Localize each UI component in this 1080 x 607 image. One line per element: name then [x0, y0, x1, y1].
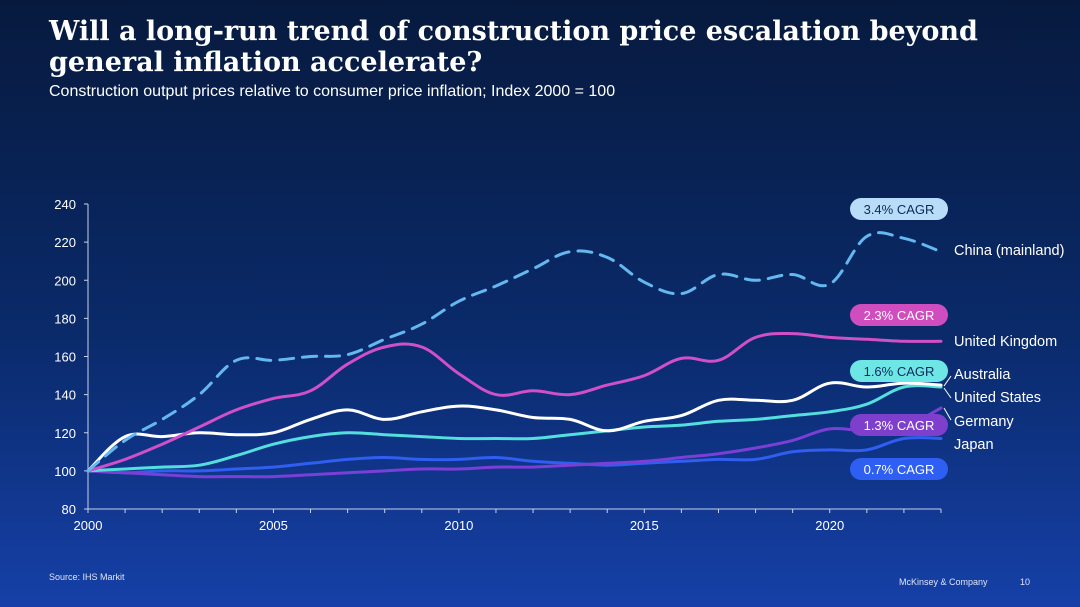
cagr-badge — [850, 360, 948, 382]
cagr-badge-label: 0.7% CAGR — [864, 462, 935, 477]
x-tick-label: 2005 — [259, 518, 288, 533]
series-line-australia — [86, 381, 943, 473]
cagr-badge-label: 2.3% CAGR — [864, 308, 935, 323]
cagr-badge — [850, 304, 948, 326]
chart-axes: 80 100 120 140 160 180 200 220 240 2000 2005 2010 20… — [54, 197, 942, 533]
x-tick-label: 2020 — [815, 518, 844, 533]
x-tick-label: 2000 — [74, 518, 103, 533]
series-label: China (mainland) — [954, 243, 1064, 259]
series-label: United Kingdom — [954, 334, 1057, 350]
y-tick-label: 180 — [54, 311, 76, 326]
label-leader-line — [943, 375, 952, 387]
x-tick-label: 2015 — [630, 518, 659, 533]
chart-series-lines — [86, 231, 943, 479]
chart-cagr-badges: 3.4% CAGR 2.3% CAGR 1.6% CAGR 1.3% CAGR 0.7%… — [850, 198, 948, 480]
source-note: Source: IHS Markit — [49, 572, 125, 582]
series-line-japan — [86, 436, 943, 475]
y-tick-label: 100 — [54, 464, 76, 479]
cagr-badge-label: 1.3% CAGR — [864, 418, 935, 433]
series-label: Australia — [954, 367, 1011, 383]
series-line-united-states — [86, 384, 943, 473]
y-tick-label: 80 — [62, 502, 76, 517]
x-tick-label: 2010 — [444, 518, 473, 533]
series-line-germany — [86, 406, 943, 479]
cagr-badge-label: 1.6% CAGR — [864, 364, 935, 379]
page-number: 10 — [1020, 577, 1031, 587]
slide-title: Will a long-run trend of construction pr… — [49, 16, 978, 78]
y-tick-label: 160 — [54, 350, 76, 365]
series-line-united-kingdom — [86, 332, 943, 473]
label-leader-line — [943, 407, 952, 421]
series-line-china-mainland — [86, 231, 943, 473]
y-tick-label: 120 — [54, 426, 76, 441]
y-tick-label: 240 — [54, 197, 76, 212]
cagr-badge — [850, 458, 948, 480]
y-tick-label: 200 — [54, 273, 76, 288]
cagr-badge-label: 3.4% CAGR — [864, 202, 935, 217]
label-leader-line — [943, 387, 952, 399]
series-label: Germany — [954, 414, 1014, 430]
cagr-badge — [850, 198, 948, 220]
series-label: Japan — [954, 437, 994, 453]
y-tick-label: 140 — [54, 388, 76, 403]
y-tick-label: 220 — [54, 235, 76, 250]
chart-subtitle: Construction output prices relative to c… — [49, 83, 616, 100]
series-label: United States — [954, 390, 1041, 406]
cagr-badge — [850, 414, 948, 436]
chart-series-labels: China (mainland) United Kingdom Australia U… — [943, 243, 1064, 453]
brand-footer: McKinsey & Company — [899, 577, 988, 587]
